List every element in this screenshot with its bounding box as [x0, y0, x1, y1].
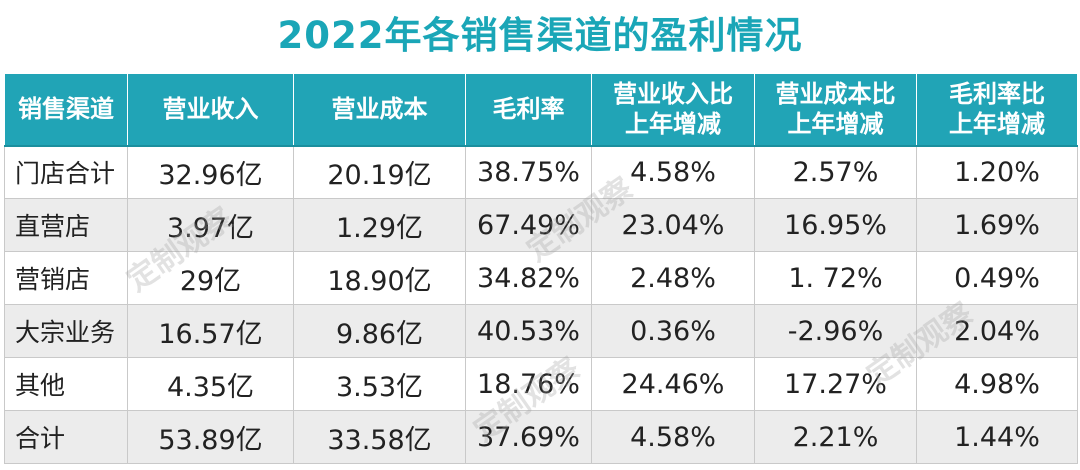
cell-gross-margin: 67.49%	[465, 198, 592, 252]
cell-revenue-change: 23.04%	[591, 198, 755, 252]
profit-table: 销售渠道 营业收入 营业成本 毛利率 营业收入比 上年增减 营业成本比 上年增减 毛…	[4, 73, 1078, 464]
table-row: 门店合计 32.96亿 20.19亿 38.75% 4.58% 2.57% 1.20%	[4, 145, 1078, 199]
table-row: 营销店 29亿 18.90亿 34.82% 2.48% 1. 72% 0.49%	[4, 251, 1078, 305]
cell-cost-change: 16.95%	[754, 198, 917, 252]
col-header-channel: 销售渠道	[4, 73, 128, 147]
cell-cost-change: 1. 72%	[754, 251, 917, 305]
table-body: 门店合计 32.96亿 20.19亿 38.75% 4.58% 2.57% 1.20% 直营店…	[4, 145, 1078, 464]
chart-title: 2022年各销售渠道的盈利情况	[277, 14, 803, 57]
cell-cost: 20.19亿	[293, 145, 466, 199]
cell-margin-change: 1.44%	[916, 410, 1078, 464]
table-row: 大宗业务 16.57亿 9.86亿 40.53% 0.36% -2.96% 2.04%	[4, 304, 1078, 358]
cell-channel: 直营店	[4, 198, 128, 252]
col-header-margin-change: 毛利率比 上年增减	[916, 73, 1078, 147]
col-header-cost: 营业成本	[293, 73, 466, 147]
cell-margin-change: 1.20%	[916, 145, 1078, 199]
cell-cost: 9.86亿	[293, 304, 466, 358]
cell-revenue-change: 4.58%	[591, 145, 755, 199]
cell-cost: 18.90亿	[293, 251, 466, 305]
table-row: 其他 4.35亿 3.53亿 18.76% 24.46% 17.27% 4.98%	[4, 357, 1078, 411]
cell-margin-change: 1.69%	[916, 198, 1078, 252]
cell-revenue-change: 4.58%	[591, 410, 755, 464]
cell-cost-change: 2.21%	[754, 410, 917, 464]
cell-cost: 33.58亿	[293, 410, 466, 464]
cell-cost-change: 17.27%	[754, 357, 917, 411]
cell-channel: 大宗业务	[4, 304, 128, 358]
cell-revenue-change: 24.46%	[591, 357, 755, 411]
cell-margin-change: 2.04%	[916, 304, 1078, 358]
cell-cost-change: 2.57%	[754, 145, 917, 199]
cell-gross-margin: 34.82%	[465, 251, 592, 305]
cell-gross-margin: 38.75%	[465, 145, 592, 199]
cell-revenue: 53.89亿	[127, 410, 294, 464]
cell-cost-change: -2.96%	[754, 304, 917, 358]
col-header-revenue-change: 营业收入比 上年增减	[591, 73, 755, 147]
cell-cost: 1.29亿	[293, 198, 466, 252]
col-header-gross-margin: 毛利率	[465, 73, 592, 147]
cell-revenue-change: 2.48%	[591, 251, 755, 305]
cell-channel: 其他	[4, 357, 128, 411]
cell-revenue-change: 0.36%	[591, 304, 755, 358]
table-row: 直营店 3.97亿 1.29亿 67.49% 23.04% 16.95% 1.69%	[4, 198, 1078, 252]
cell-channel: 合计	[4, 410, 128, 464]
cell-margin-change: 4.98%	[916, 357, 1078, 411]
table-header-row: 销售渠道 营业收入 营业成本 毛利率 营业收入比 上年增减 营业成本比 上年增减 毛…	[4, 73, 1078, 147]
cell-gross-margin: 18.76%	[465, 357, 592, 411]
cell-cost: 3.53亿	[293, 357, 466, 411]
cell-revenue: 3.97亿	[127, 198, 294, 252]
col-header-cost-change: 营业成本比 上年增减	[754, 73, 917, 147]
cell-revenue: 4.35亿	[127, 357, 294, 411]
table-row: 合计 53.89亿 33.58亿 37.69% 4.58% 2.21% 1.44%	[4, 410, 1078, 464]
cell-channel: 门店合计	[4, 145, 128, 199]
col-header-revenue: 营业收入	[127, 73, 294, 147]
cell-gross-margin: 40.53%	[465, 304, 592, 358]
cell-margin-change: 0.49%	[916, 251, 1078, 305]
cell-revenue: 16.57亿	[127, 304, 294, 358]
cell-gross-margin: 37.69%	[465, 410, 592, 464]
cell-revenue: 32.96亿	[127, 145, 294, 199]
cell-revenue: 29亿	[127, 251, 294, 305]
cell-channel: 营销店	[4, 251, 128, 305]
